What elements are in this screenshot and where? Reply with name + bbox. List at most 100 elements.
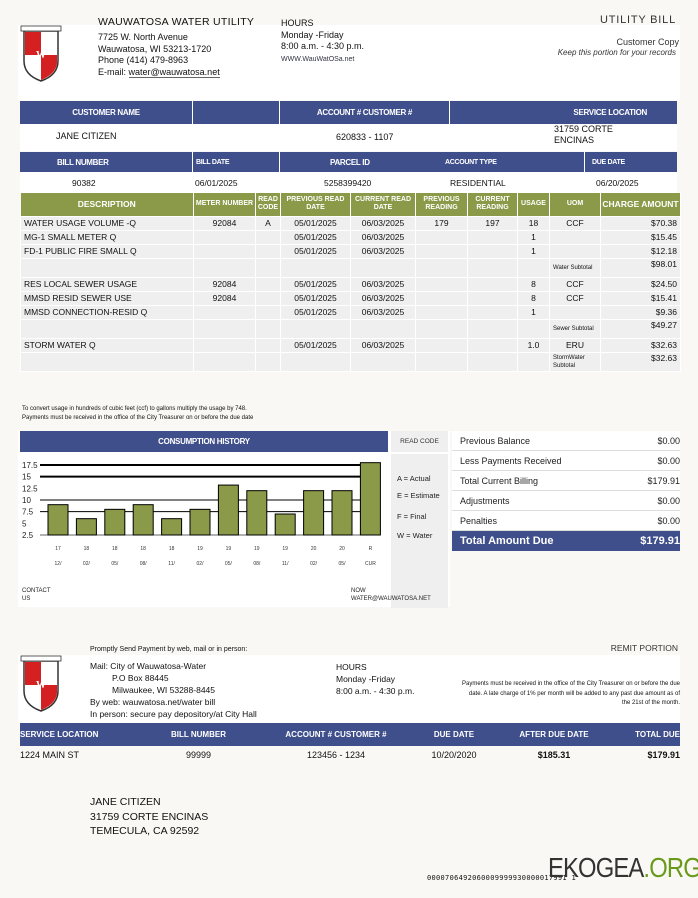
- cell: 92084: [193, 215, 256, 231]
- line-item-row: FD-1 PUBLIC FIRE SMALL Q 05/01/2025 06/03/…: [20, 243, 681, 259]
- cell: [415, 229, 468, 245]
- bar: [274, 513, 296, 536]
- summary-value: $179.91: [647, 475, 680, 486]
- cell: [467, 318, 518, 339]
- cell: [415, 257, 468, 278]
- account-number: 620833 - 1107: [336, 132, 394, 142]
- city-seal-logo: W: [20, 655, 62, 712]
- cell: $49.27: [600, 318, 681, 339]
- cell: [255, 337, 281, 353]
- y-tick-label: 10: [22, 496, 31, 505]
- subtotal-row: Water Subtotal $98.01: [20, 257, 681, 278]
- subtotal-row: StormWater Subtotal $32.63: [20, 351, 681, 372]
- contact-text: US: [22, 596, 31, 602]
- column-header: METER NUMBER: [193, 193, 256, 216]
- cell: CCF: [549, 276, 601, 292]
- y-tick-label: 7.5: [22, 508, 34, 517]
- cell: [255, 243, 281, 259]
- cell: [549, 304, 601, 320]
- barcode-text: 0000706492060009999930000017991 1: [427, 874, 576, 882]
- y-tick-label: 2.5: [22, 531, 34, 540]
- cell: [193, 337, 256, 353]
- cell: $98.01: [600, 257, 681, 278]
- svg-text:W: W: [36, 680, 46, 691]
- column-header: UOM: [549, 193, 601, 216]
- summary-label: Total Current Billing: [460, 475, 539, 486]
- x-tick-label: 08/: [140, 561, 148, 567]
- service-location: 31759 CORTE ENCINAS: [554, 124, 613, 146]
- cell: 05/01/2025: [280, 215, 351, 231]
- cell: [193, 229, 256, 245]
- line-item-row: MG-1 SMALL METER Q 05/01/2025 06/03/2025 1 $…: [20, 229, 681, 245]
- cell: [415, 243, 468, 259]
- cell: 92084: [193, 290, 256, 306]
- column-header: PREVIOUS READ DATE: [280, 193, 351, 216]
- bar: [189, 508, 211, 536]
- cell: [549, 243, 601, 259]
- watermark-text: .ORG: [643, 852, 698, 883]
- web-line[interactable]: By web: wauwatosa.net/water bill: [90, 697, 216, 707]
- cell: WATER USAGE VOLUME -Q: [20, 215, 194, 231]
- cell: 179: [415, 215, 468, 231]
- cell: 06/03/2025: [350, 290, 416, 306]
- cell: 8: [517, 276, 550, 292]
- mailing-name: JANE CITIZEN: [90, 796, 161, 808]
- cell: $15.45: [600, 229, 681, 245]
- utility-address: 7725 W. North Avenue Wauwatosa, WI 53213…: [98, 32, 220, 78]
- hours-days: Monday -Friday: [336, 674, 396, 684]
- x-tick-label: 18: [112, 546, 118, 552]
- cell: [467, 351, 518, 372]
- bill-date: 06/01/2025: [195, 178, 238, 188]
- hours-days: Monday -Friday: [281, 29, 344, 40]
- summary-row: Penalties $0.00: [452, 511, 680, 531]
- mail-line: Mail: City of Wauwatosa-Water: [90, 661, 207, 671]
- line-item-row: RES LOCAL SEWER USAGE 92084 05/01/2025 06/0…: [20, 276, 681, 292]
- bill-header-row: BILL NUMBER BILL DATE PARCEL ID ACCOUNT T…: [20, 152, 677, 172]
- cell: FD-1 PUBLIC FIRE SMALL Q: [20, 243, 194, 259]
- summary-row: Total Amount Due $179.91: [452, 531, 680, 551]
- remit-value: $179.91: [647, 750, 680, 760]
- watermark-text: EKOGEA: [548, 852, 644, 883]
- cell: [467, 337, 518, 353]
- due-date: 06/20/2025: [596, 178, 639, 188]
- contact-email-link[interactable]: WATER@WAUWATOSA.NET: [351, 596, 431, 602]
- bill-number: 90382: [72, 178, 96, 188]
- cell: 06/03/2025: [350, 229, 416, 245]
- cell: StormWater Subtotal: [549, 351, 601, 372]
- cell: Water Subtotal: [549, 257, 601, 278]
- cell: 197: [467, 215, 518, 231]
- x-tick-label: 19: [254, 546, 260, 552]
- cell: 1: [517, 229, 550, 245]
- cell: $32.63: [600, 337, 681, 353]
- cell: 92084: [193, 276, 256, 292]
- hours-block: HOURS Monday -Friday 8:00 a.m. - 4:30 p.…: [281, 18, 364, 65]
- x-tick-label: CUR: [365, 561, 376, 567]
- y-tick-label: 17.5: [22, 461, 38, 470]
- website-link[interactable]: WWW.WauWatOSa.net: [281, 55, 355, 63]
- service-location-line: 31759 CORTE: [554, 124, 613, 134]
- bar: [47, 504, 69, 536]
- x-tick-label: 11/: [168, 561, 175, 567]
- cell: $12.18: [600, 243, 681, 259]
- line-item-row: STORM WATER Q 05/01/2025 06/03/2025 1.0 ERU $…: [20, 337, 681, 353]
- cell: Sewer Subtotal: [549, 318, 601, 339]
- email-label: E-mail:: [98, 66, 129, 77]
- column-header: CURRENT READING: [467, 193, 518, 216]
- remit-value: 99999: [185, 750, 212, 760]
- bar: [104, 508, 126, 536]
- address-line: 7725 W. North Avenue: [98, 32, 188, 42]
- city-seal-logo: W: [20, 25, 62, 82]
- remit-values-row: 1224 MAIN ST 99999 123456 - 1234 10/20/2020…: [20, 746, 680, 766]
- email-link[interactable]: water@wauwatosa.net: [128, 66, 220, 78]
- col-service-location: SERVICE LOCATION: [573, 108, 647, 117]
- remit-hours: HOURS Monday -Friday 8:00 a.m. - 4:30 p.…: [336, 661, 414, 697]
- cell: [415, 351, 468, 372]
- summary-row: Previous Balance $0.00: [452, 431, 680, 451]
- remit-value: 1224 MAIN ST: [20, 750, 80, 760]
- cell: $9.36: [600, 304, 681, 320]
- cell: [467, 229, 518, 245]
- column-header: CHARGE AMOUNT: [600, 193, 681, 216]
- cell: [255, 351, 281, 372]
- read-code-item: F = Final: [397, 512, 427, 521]
- account-type-label: ACCOUNT TYPE: [445, 158, 497, 166]
